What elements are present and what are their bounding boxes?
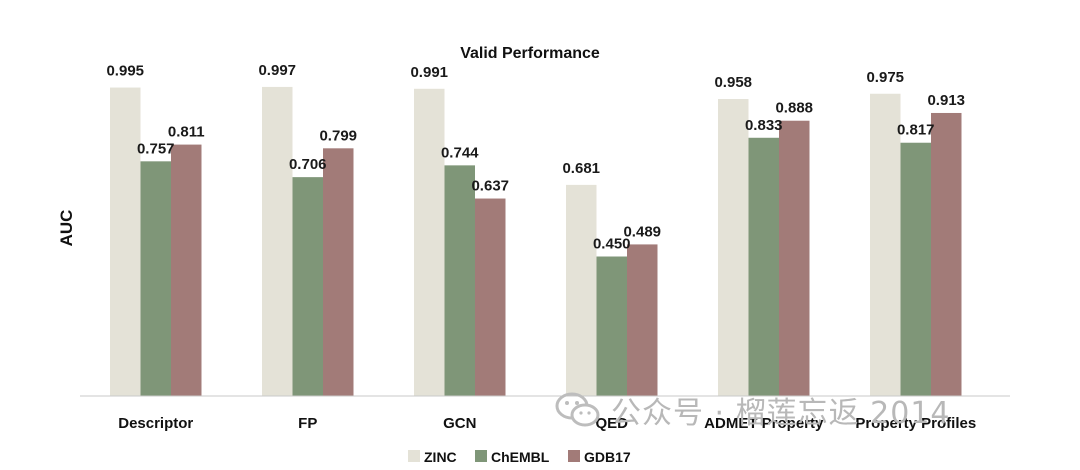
data-label-chembl-4: 0.450 <box>593 236 631 253</box>
wechat-icon <box>555 392 600 427</box>
bar-gdb17-3 <box>475 198 506 396</box>
bar-chembl-3 <box>444 165 475 396</box>
data-label-chembl-2: 0.706 <box>289 156 327 173</box>
x-tick-label-2: FP <box>298 415 317 432</box>
bar-zinc-4 <box>566 184 597 396</box>
legend-swatch-chembl <box>475 450 487 462</box>
bar-gdb17-2 <box>323 148 354 396</box>
data-label-zinc-4: 0.681 <box>562 160 600 177</box>
legend-label-chembl: ChEMBL <box>491 449 550 465</box>
watermark: 公众号 · 榴莲忘返 2014 <box>555 388 951 432</box>
x-tick-label-3: GCN <box>443 415 476 432</box>
data-label-chembl-5: 0.833 <box>745 117 783 134</box>
x-tick-label-4: QED <box>595 415 628 432</box>
data-label-zinc-3: 0.991 <box>410 64 448 81</box>
bar-chembl-6 <box>900 142 931 396</box>
legend-swatch-gdb17 <box>568 450 580 462</box>
y-axis-label: AUC <box>57 210 76 247</box>
bar-gdb17-4 <box>627 244 658 396</box>
legend-label-zinc: ZINC <box>424 449 457 465</box>
data-label-chembl-6: 0.817 <box>897 122 935 139</box>
x-tick-label-1: Descriptor <box>118 415 193 432</box>
watermark-text: 公众号 · 榴莲忘返 2014 <box>611 396 951 431</box>
bar-zinc-6 <box>870 93 901 396</box>
data-label-gdb17-2: 0.799 <box>319 127 357 144</box>
bar-gdb17-5 <box>779 120 810 396</box>
data-label-gdb17-6: 0.913 <box>927 92 965 109</box>
data-label-zinc-6: 0.975 <box>866 69 904 86</box>
data-label-gdb17-3: 0.637 <box>471 178 509 195</box>
legend-swatch-zinc <box>408 450 420 462</box>
bar-chembl-4 <box>596 256 627 396</box>
bar-zinc-3 <box>414 88 445 396</box>
data-label-zinc-1: 0.995 <box>106 63 144 80</box>
chart-title: Valid Performance <box>460 45 600 62</box>
bar-chembl-2 <box>292 177 323 396</box>
legend-label-gdb17: GDB17 <box>584 449 631 465</box>
bar-chembl-1 <box>140 161 171 396</box>
data-label-gdb17-4: 0.489 <box>623 223 661 240</box>
bar-zinc-2 <box>262 86 293 397</box>
bar-chembl-5 <box>748 137 779 396</box>
bar-zinc-1 <box>110 87 141 397</box>
data-label-zinc-5: 0.958 <box>714 74 752 91</box>
data-label-gdb17-1: 0.811 <box>168 124 205 141</box>
data-label-chembl-3: 0.744 <box>441 144 479 161</box>
bar-gdb17-1 <box>171 144 202 396</box>
x-tick-label-6: Property Profiles <box>855 415 976 432</box>
data-label-zinc-2: 0.997 <box>258 62 296 79</box>
bar-gdb17-6 <box>931 112 962 396</box>
data-label-chembl-1: 0.757 <box>137 140 175 157</box>
data-label-gdb17-5: 0.888 <box>775 100 813 117</box>
x-tick-label-5: ADMET Property <box>704 415 824 432</box>
bar-zinc-5 <box>718 99 749 397</box>
